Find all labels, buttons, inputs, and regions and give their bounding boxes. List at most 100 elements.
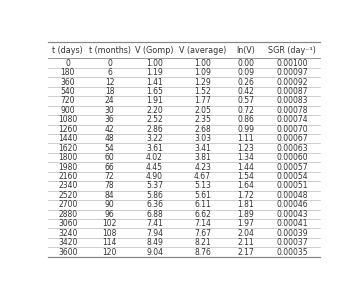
Text: 0.00060: 0.00060 xyxy=(277,153,308,162)
Text: 1.11: 1.11 xyxy=(238,134,254,143)
Text: 72: 72 xyxy=(105,172,115,181)
Text: 48: 48 xyxy=(105,134,115,143)
Text: 0.00057: 0.00057 xyxy=(277,163,308,171)
Text: 7.67: 7.67 xyxy=(194,229,211,238)
Text: 42: 42 xyxy=(105,125,115,134)
Text: 0.09: 0.09 xyxy=(237,68,255,77)
Text: 6.11: 6.11 xyxy=(194,200,211,209)
Text: 7.41: 7.41 xyxy=(146,219,163,228)
Text: 1.65: 1.65 xyxy=(146,87,163,96)
Text: 0.86: 0.86 xyxy=(238,115,255,124)
Text: 5.37: 5.37 xyxy=(146,181,163,190)
Text: 2.35: 2.35 xyxy=(194,115,211,124)
Text: 6.62: 6.62 xyxy=(194,210,211,219)
Text: 9.04: 9.04 xyxy=(146,248,163,257)
Text: 1080: 1080 xyxy=(58,115,78,124)
Text: 2160: 2160 xyxy=(58,172,78,181)
Text: 5.86: 5.86 xyxy=(146,191,163,200)
Text: 1.34: 1.34 xyxy=(238,153,255,162)
Text: V (average): V (average) xyxy=(179,46,226,54)
Text: 1800: 1800 xyxy=(58,153,78,162)
Text: 8.49: 8.49 xyxy=(146,238,163,247)
Text: 84: 84 xyxy=(105,191,115,200)
Text: 4.02: 4.02 xyxy=(146,153,163,162)
Text: 1.97: 1.97 xyxy=(238,219,255,228)
Text: 0.00048: 0.00048 xyxy=(277,191,308,200)
Text: 54: 54 xyxy=(105,144,115,153)
Text: 1.64: 1.64 xyxy=(238,181,255,190)
Text: 1620: 1620 xyxy=(58,144,78,153)
Text: 1.00: 1.00 xyxy=(194,59,211,68)
Text: 8.21: 8.21 xyxy=(194,238,211,247)
Text: V (Gomp): V (Gomp) xyxy=(135,46,174,54)
Text: 1.89: 1.89 xyxy=(238,210,254,219)
Text: 36: 36 xyxy=(105,115,115,124)
Text: 720: 720 xyxy=(61,96,75,105)
Text: 1440: 1440 xyxy=(58,134,78,143)
Text: 3.61: 3.61 xyxy=(146,144,163,153)
Text: 2.68: 2.68 xyxy=(194,125,211,134)
Text: 0.00051: 0.00051 xyxy=(277,181,308,190)
Text: 0.42: 0.42 xyxy=(238,87,255,96)
Text: 7.14: 7.14 xyxy=(194,219,211,228)
Text: 30: 30 xyxy=(105,106,115,115)
Text: 2.05: 2.05 xyxy=(194,106,211,115)
Text: 108: 108 xyxy=(102,229,117,238)
Text: 0.00092: 0.00092 xyxy=(277,78,308,86)
Text: 96: 96 xyxy=(105,210,115,219)
Text: 4.23: 4.23 xyxy=(194,163,211,171)
Text: 0.00035: 0.00035 xyxy=(277,248,308,257)
Text: 1.44: 1.44 xyxy=(238,163,255,171)
Text: 66: 66 xyxy=(105,163,115,171)
Text: 1.29: 1.29 xyxy=(194,78,211,86)
Text: 0.00063: 0.00063 xyxy=(277,144,308,153)
Text: 1.72: 1.72 xyxy=(238,191,254,200)
Text: SGR (day⁻¹): SGR (day⁻¹) xyxy=(269,46,316,54)
Text: 8.76: 8.76 xyxy=(194,248,211,257)
Text: 2.04: 2.04 xyxy=(238,229,255,238)
Text: 900: 900 xyxy=(60,106,75,115)
Text: 0.00041: 0.00041 xyxy=(277,219,308,228)
Text: 0.00043: 0.00043 xyxy=(277,210,308,219)
Text: 24: 24 xyxy=(105,96,115,105)
Text: 3600: 3600 xyxy=(58,248,78,257)
Text: 0.00: 0.00 xyxy=(237,59,255,68)
Text: 360: 360 xyxy=(60,78,75,86)
Text: 0.00097: 0.00097 xyxy=(277,68,308,77)
Text: 1.09: 1.09 xyxy=(194,68,211,77)
Text: 0.26: 0.26 xyxy=(238,78,255,86)
Text: 3.41: 3.41 xyxy=(194,144,211,153)
Text: 0.00100: 0.00100 xyxy=(277,59,308,68)
Text: 0: 0 xyxy=(65,59,70,68)
Text: 3.22: 3.22 xyxy=(146,134,163,143)
Text: 2.86: 2.86 xyxy=(146,125,163,134)
Text: 5.13: 5.13 xyxy=(194,181,211,190)
Text: 120: 120 xyxy=(102,248,117,257)
Text: 3060: 3060 xyxy=(58,219,78,228)
Text: 0.00039: 0.00039 xyxy=(277,229,308,238)
Text: 12: 12 xyxy=(105,78,115,86)
Text: 1.91: 1.91 xyxy=(146,96,163,105)
Text: 0.00078: 0.00078 xyxy=(277,106,308,115)
Text: 0.00037: 0.00037 xyxy=(277,238,308,247)
Text: 0.00087: 0.00087 xyxy=(277,87,308,96)
Text: 0.99: 0.99 xyxy=(237,125,255,134)
Text: 2.17: 2.17 xyxy=(238,248,254,257)
Text: 540: 540 xyxy=(60,87,75,96)
Text: 180: 180 xyxy=(61,68,75,77)
Text: 1.81: 1.81 xyxy=(238,200,254,209)
Text: 1.54: 1.54 xyxy=(238,172,255,181)
Text: 0.00067: 0.00067 xyxy=(277,134,308,143)
Text: 4.67: 4.67 xyxy=(194,172,211,181)
Text: 6.88: 6.88 xyxy=(146,210,163,219)
Text: 2880: 2880 xyxy=(58,210,77,219)
Text: 4.90: 4.90 xyxy=(146,172,163,181)
Text: 0.00070: 0.00070 xyxy=(277,125,308,134)
Text: 18: 18 xyxy=(105,87,115,96)
Text: 1.00: 1.00 xyxy=(146,59,163,68)
Text: 1.41: 1.41 xyxy=(146,78,163,86)
Text: 3.03: 3.03 xyxy=(194,134,211,143)
Text: 2.52: 2.52 xyxy=(146,115,163,124)
Text: 0.00054: 0.00054 xyxy=(277,172,308,181)
Text: 0.72: 0.72 xyxy=(238,106,255,115)
